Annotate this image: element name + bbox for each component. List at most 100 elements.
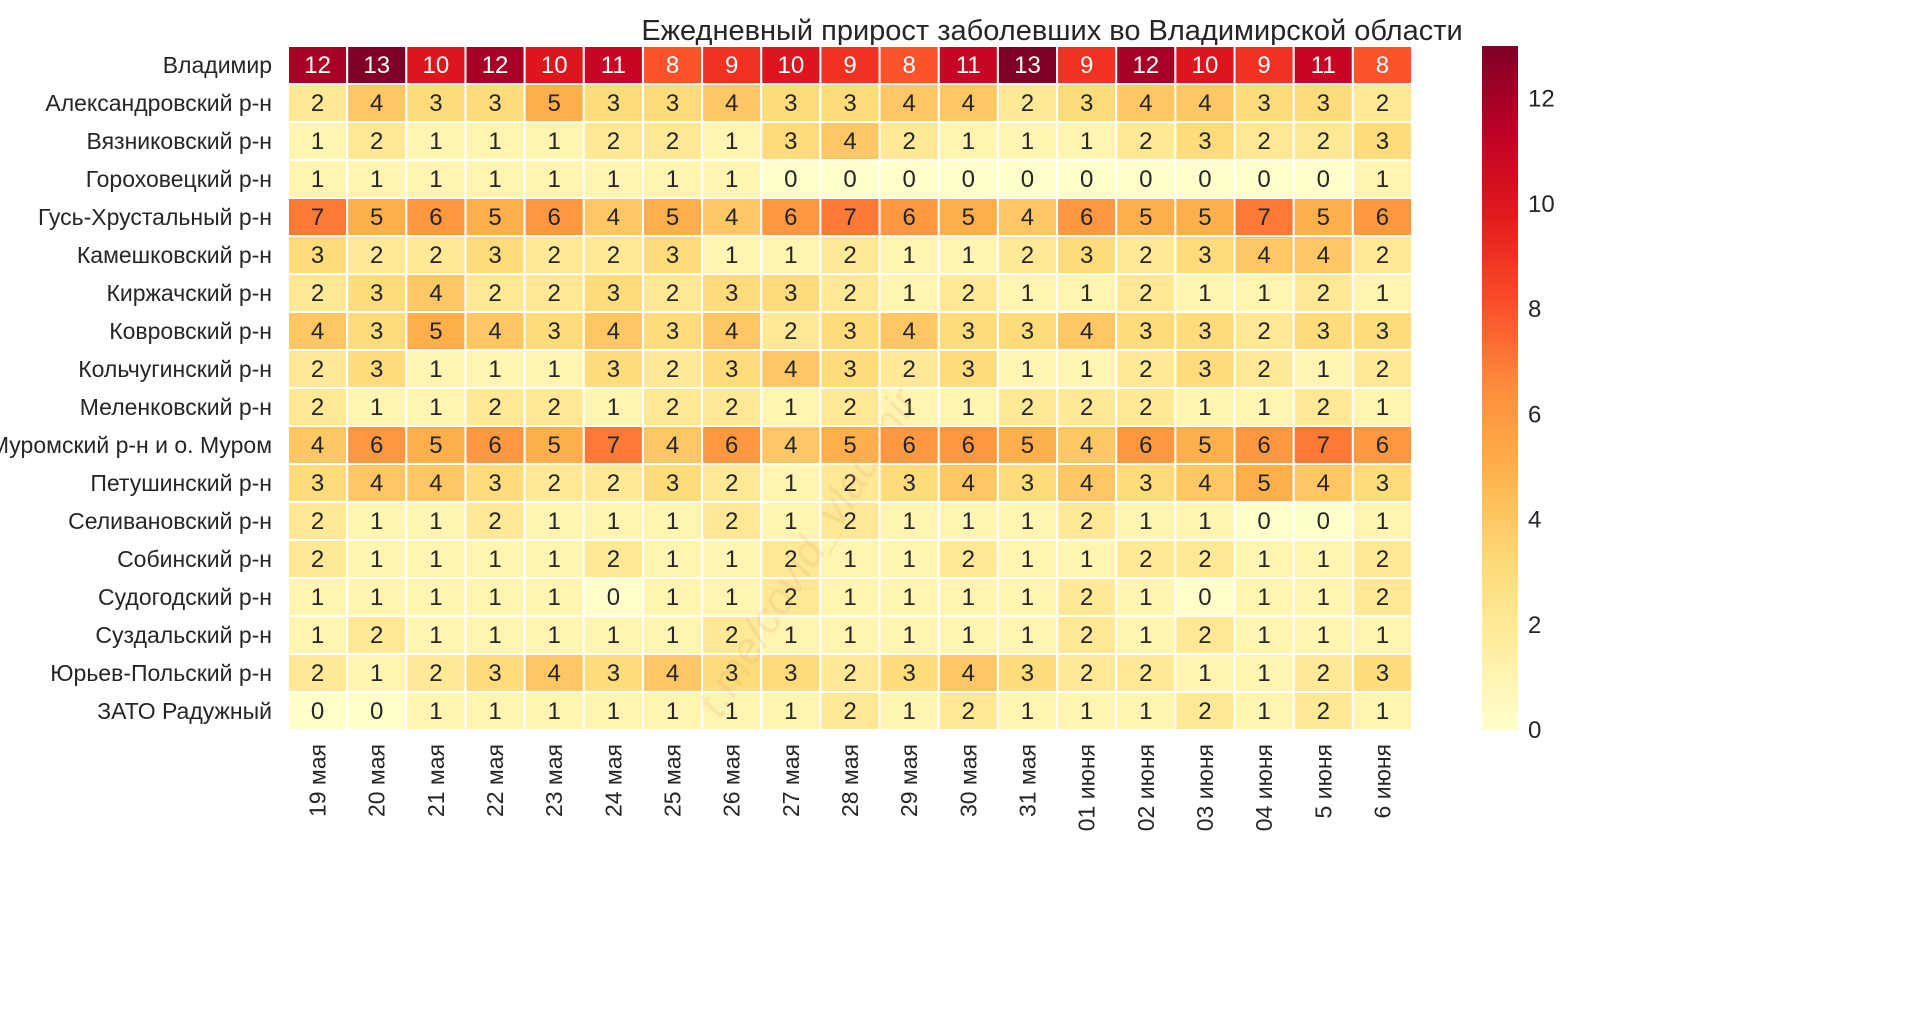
heatmap-cell (878, 387, 940, 427)
cell-value-label: 6 (370, 432, 383, 459)
heatmap-cell (346, 653, 408, 693)
cell-value-label: 1 (1198, 280, 1211, 307)
heatmap-cell (937, 425, 999, 465)
cell-value-label: 2 (607, 470, 620, 497)
heatmap-cell (701, 349, 763, 389)
colorbar-tick-label: 0 (1528, 717, 1541, 744)
cell-value-label: 4 (962, 470, 975, 497)
cell-value-label: 1 (666, 166, 679, 193)
heatmap-cell (1115, 691, 1177, 731)
cell-value-label: 1 (725, 698, 738, 725)
cell-value-label: 1 (1257, 660, 1270, 687)
heatmap-cell (1292, 121, 1354, 161)
heatmap-cell (641, 273, 704, 313)
cell-value-label: 1 (370, 584, 383, 611)
cell-value-label: 3 (488, 660, 501, 687)
cell-value-label: 2 (1080, 584, 1093, 611)
heatmap-cell (405, 425, 467, 465)
heatmap-cell (464, 159, 526, 199)
cell-value-label: 3 (784, 660, 797, 687)
heatmap-cell (405, 235, 467, 275)
cell-value-label: 2 (1257, 356, 1270, 383)
cell-value-label: 2 (548, 470, 561, 497)
cell-value-label: 3 (666, 242, 679, 269)
cell-value-label: 0 (1080, 166, 1093, 193)
heatmap-cell (1056, 653, 1118, 693)
heatmap-cell (1292, 273, 1354, 313)
cell-value-label: 1 (488, 166, 501, 193)
heatmap-cell (641, 463, 704, 503)
cell-value-label: 3 (607, 660, 620, 687)
cell-value-label: 1 (962, 622, 975, 649)
cell-value-label: 1 (607, 508, 620, 535)
cell-value-label: 2 (843, 508, 856, 535)
heatmap-cell (760, 311, 822, 351)
heatmap-cell (937, 463, 999, 503)
cell-value-label: 0 (1139, 166, 1152, 193)
cell-value-label: 3 (962, 356, 975, 383)
heatmap-cell (641, 121, 704, 161)
cell-value-label: 0 (1257, 166, 1270, 193)
row-label: Юрьев-Польский р-н (50, 660, 272, 686)
cell-value-label: 4 (902, 90, 915, 117)
cell-value-label: 1 (784, 394, 797, 421)
cell-value-label: 4 (843, 128, 856, 155)
heatmap-cell (1351, 463, 1414, 503)
cell-value-label: 1 (962, 394, 975, 421)
heatmap-cell (701, 83, 763, 123)
cell-value-label: 1 (1021, 698, 1034, 725)
cell-value-label: 2 (902, 356, 915, 383)
heatmap-cell (1174, 501, 1236, 541)
cell-value-label: 1 (725, 242, 738, 269)
cell-value-label: 2 (1198, 546, 1211, 573)
cell-value-label: 6 (902, 204, 915, 231)
cell-value-label: 1 (902, 394, 915, 421)
heatmap-cell (523, 615, 585, 655)
cell-value-label: 11 (601, 52, 626, 79)
column-label: 04 июня (1251, 744, 1277, 831)
column-label: 21 мая (423, 744, 449, 817)
heatmap-cell (1115, 273, 1177, 313)
cell-value-label: 2 (607, 546, 620, 573)
cell-value-label: 3 (902, 660, 915, 687)
heatmap-cell (996, 653, 1059, 693)
cell-value-label: 1 (311, 128, 324, 155)
column-label: 23 мая (541, 744, 567, 817)
cell-value-label: 1 (666, 546, 679, 573)
cell-value-label: 1 (902, 584, 915, 611)
colorbar-tick-label: 12 (1528, 86, 1555, 113)
column-label: 01 июня (1074, 744, 1100, 831)
cell-value-label: 3 (725, 280, 738, 307)
row-label: Меленковский р-н (80, 394, 272, 420)
heatmap-cell (937, 691, 999, 731)
cell-value-label: 2 (1257, 318, 1270, 345)
cell-value-label: 3 (1317, 90, 1330, 117)
heatmap-cell (819, 311, 881, 351)
heatmap-cell (1292, 653, 1354, 693)
cell-value-label: 2 (370, 128, 383, 155)
cell-value-label: 2 (902, 128, 915, 155)
cell-value-label: 3 (1198, 242, 1211, 269)
heatmap-cell (464, 615, 526, 655)
heatmap-cell (1351, 501, 1414, 541)
cell-value-label: 2 (1376, 356, 1389, 383)
cell-value-label: 1 (1257, 584, 1270, 611)
heatmap-cell (1056, 311, 1118, 351)
heatmap-cell (1115, 577, 1177, 617)
cell-value-label: 5 (1139, 204, 1152, 231)
cell-value-label: 9 (1080, 52, 1093, 79)
cell-value-label: 2 (607, 128, 620, 155)
cell-value-label: 1 (429, 546, 442, 573)
heatmap-cell (641, 539, 704, 579)
heatmap-cell (760, 653, 822, 693)
cell-value-label: 1 (725, 128, 738, 155)
heatmap-cell (1351, 539, 1414, 579)
cell-value-label: 3 (962, 318, 975, 345)
cell-value-label: 1 (429, 698, 442, 725)
cell-value-label: 11 (1311, 52, 1336, 79)
heatmap-cell (937, 121, 999, 161)
cell-value-label: 2 (311, 508, 324, 535)
heatmap-cell (1056, 45, 1118, 85)
cell-value-label: 2 (1198, 698, 1211, 725)
cell-value-label: 1 (1198, 660, 1211, 687)
